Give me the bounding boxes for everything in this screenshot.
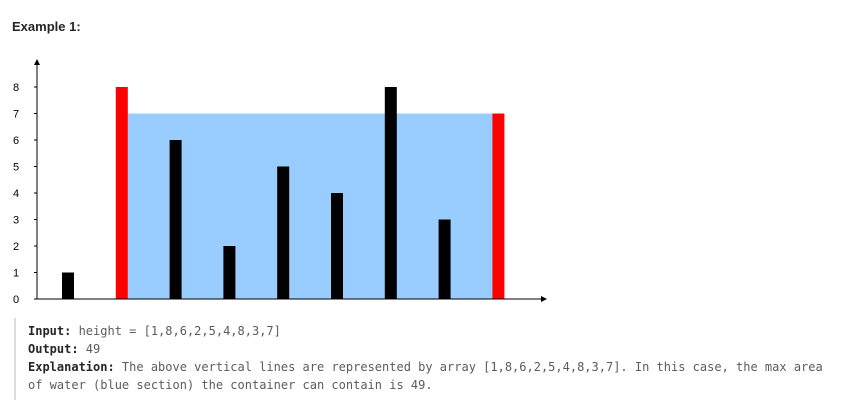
height-bar (438, 219, 451, 299)
height-bar (223, 246, 236, 299)
explanation-label: Explanation: (28, 360, 115, 374)
input-label: Input: (28, 324, 72, 338)
height-bar (331, 193, 343, 299)
height-bar (277, 166, 290, 299)
container-wall-bar (492, 113, 505, 299)
input-line: Input: height = [1,8,6,2,5,4,8,3,7] (28, 322, 281, 340)
y-tick-label: 5 (13, 162, 19, 174)
output-value: 49 (78, 342, 101, 356)
container-water-diagram: 0 1 2 3 4 5 6 7 8 (13, 59, 547, 306)
container-wall-bar (115, 87, 128, 299)
y-tick-label: 8 (13, 82, 19, 94)
explanation-text-1: The above vertical lines are represented… (114, 360, 823, 374)
y-tick-labels: 0 1 2 3 4 5 6 7 8 (13, 82, 37, 306)
output-label: Output: (28, 342, 79, 356)
example-title: Example 1: (12, 19, 81, 34)
y-tick-label: 2 (13, 241, 19, 253)
y-tick-label: 4 (13, 188, 19, 200)
y-tick-label: 0 (13, 294, 19, 306)
y-tick-label: 6 (13, 135, 19, 147)
output-line: Output: 49 (28, 340, 100, 358)
explanation-line-2: of water (blue section) the container ca… (28, 376, 433, 394)
x-axis-arrow (541, 296, 547, 302)
y-tick-label: 3 (13, 215, 19, 227)
water-area-layer (127, 113, 493, 299)
y-tick-label: 7 (13, 109, 19, 121)
axis-layer (34, 59, 547, 302)
height-bar (169, 140, 182, 299)
explanation-text-2: of water (blue section) the container ca… (28, 378, 433, 392)
example-io-block: Input: height = [1,8,6,2,5,4,8,3,7] Outp… (14, 318, 854, 400)
explanation-line-1: Explanation: The above vertical lines ar… (28, 358, 823, 376)
height-bar (384, 87, 397, 299)
y-axis-arrow (34, 59, 40, 65)
y-tick-label: 1 (13, 268, 19, 280)
water-area (127, 113, 493, 299)
height-bar (62, 272, 74, 299)
input-value: height = [1,8,6,2,5,4,8,3,7] (71, 324, 281, 338)
bars-layer (62, 87, 505, 299)
